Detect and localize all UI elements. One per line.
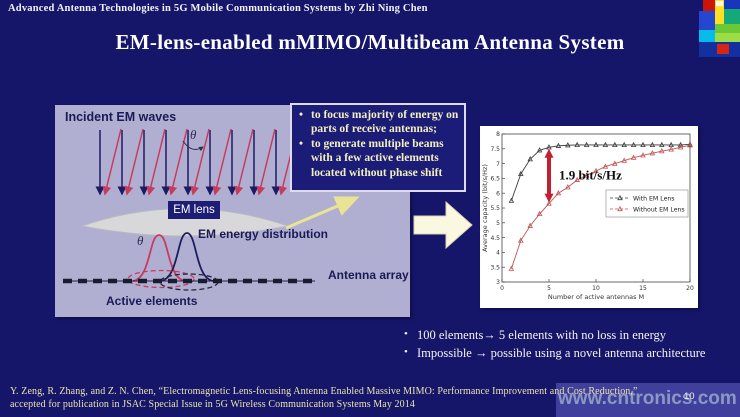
em-lens-label: EM lens <box>168 201 220 219</box>
svg-text:3: 3 <box>496 279 500 286</box>
citation-line1: Y. Zeng, R. Zhang, and Z. N. Chen, “Elec… <box>10 386 638 397</box>
watermark-box: www.cntronics.com <box>556 383 740 417</box>
callout-bullet: to generate multiple beams with a few ac… <box>292 137 462 180</box>
diagram-graphics <box>63 128 315 291</box>
svg-text:7: 7 <box>496 161 500 168</box>
takeaway-list: 100 elements→ 5 elements with no loss in… <box>396 327 726 363</box>
theta-symbol-top: θ <box>190 127 197 142</box>
svg-text:Average capacity (bit/s/Hz): Average capacity (bit/s/Hz) <box>481 164 489 252</box>
svg-text:7.5: 7.5 <box>490 146 500 153</box>
logo-image <box>699 0 740 57</box>
callout-box: to focus majority of energy on parts of … <box>290 103 466 192</box>
svg-text:10: 10 <box>592 285 600 292</box>
big-right-arrow <box>413 200 473 250</box>
slide-title: EM-lens-enabled mMIMO/Multibeam Antenna … <box>115 30 625 54</box>
incident-slanted-arrows <box>102 128 298 196</box>
svg-text:Number of active antennas M: Number of active antennas M <box>548 293 644 301</box>
citation-line2: accepted for publication in JSAC Special… <box>10 399 415 410</box>
incident-waves-label: Incident EM waves <box>65 110 177 124</box>
svg-text:0: 0 <box>500 285 504 292</box>
energy-bell-red <box>132 234 186 282</box>
svg-text:1.9 bit/s/Hz: 1.9 bit/s/Hz <box>559 168 622 183</box>
page-number: 10 <box>684 391 695 402</box>
course-header: Advanced Antenna Technologies in 5G Mobi… <box>8 3 428 14</box>
svg-text:15: 15 <box>639 285 647 292</box>
watermark-text: www.cntronics.com <box>558 388 737 409</box>
incident-vertical-arrows <box>95 130 281 196</box>
beam-footprint-red <box>127 269 195 289</box>
svg-text:3.5: 3.5 <box>490 264 500 271</box>
svg-text:Without EM Lens: Without EM Lens <box>633 206 685 213</box>
energy-distribution-label: EM energy distribution <box>198 227 329 241</box>
callout-bullet-list: to focus majority of energy on parts of … <box>292 108 462 180</box>
callout-bullet: to focus majority of energy on parts of … <box>292 108 462 137</box>
energy-bell-navy <box>160 232 214 282</box>
svg-text:With EM Lens: With EM Lens <box>633 195 675 202</box>
active-elements-label: Active elements <box>106 294 198 308</box>
svg-text:4.5: 4.5 <box>490 235 500 242</box>
antenna-array-label: Antenna array <box>328 268 409 282</box>
svg-text:4: 4 <box>496 250 500 257</box>
svg-text:6: 6 <box>496 190 500 197</box>
theta-symbol-bottom: θ <box>137 233 144 248</box>
svg-text:6.5: 6.5 <box>490 176 500 183</box>
takeaway-item: 100 elements→ 5 elements with no loss in… <box>396 327 726 343</box>
svg-text:5: 5 <box>547 285 551 292</box>
svg-text:5: 5 <box>496 220 500 227</box>
svg-text:5.5: 5.5 <box>490 205 500 212</box>
svg-text:8: 8 <box>496 131 500 138</box>
svg-text:20: 20 <box>686 285 694 292</box>
takeaway-item: Impossible → possible using a novel ante… <box>396 345 726 361</box>
capacity-chart: 0 5 10 15 20 3 3.5 4 4.5 5 5.5 6 6.5 7 7.5 8 Number of a… <box>481 131 694 301</box>
capacity-chart-panel: 0 5 10 15 20 3 3.5 4 4.5 5 5.5 6 6.5 7 7.5 8 Number of a… <box>480 126 698 308</box>
theta-arc <box>182 140 204 152</box>
